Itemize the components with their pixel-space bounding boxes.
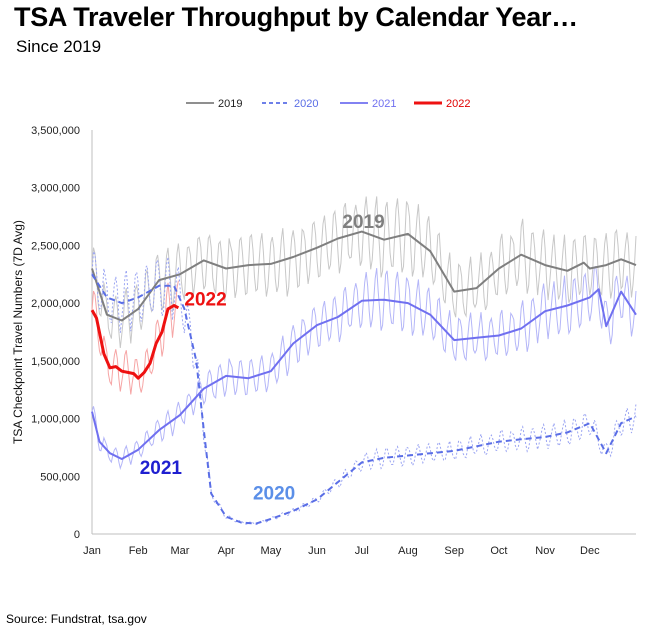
annotation-2022: 2022 <box>184 289 226 310</box>
series-daily-2020 <box>91 251 637 526</box>
x-tick-label: Oct <box>490 545 507 557</box>
source-note: Source: Fundstrat, tsa.gov <box>6 612 147 626</box>
x-tick-label: Aug <box>398 545 418 557</box>
series-daily-2019 <box>91 196 637 348</box>
series-line-2019 <box>91 230 637 322</box>
y-tick-label: 1,500,000 <box>31 356 80 368</box>
chart-title: TSA Traveler Throughput by Calendar Year… <box>14 2 578 32</box>
x-tick-label: May <box>260 545 281 557</box>
y-axis-title: TSA Checkpoint Travel Numbers (7D Avg) <box>11 220 25 444</box>
annotation-2019: 2019 <box>342 212 384 233</box>
series-daily-2022 <box>91 280 179 395</box>
y-tick-label: 2,000,000 <box>31 298 80 310</box>
x-tick-label: Sep <box>444 545 464 557</box>
series-daily-2021 <box>91 265 637 471</box>
y-tick-label: 2,500,000 <box>31 240 80 252</box>
legend-label-2020: 2020 <box>294 98 318 110</box>
series-line-2020 <box>91 273 637 525</box>
legend-label-2022: 2022 <box>446 98 470 110</box>
y-tick-label: 0 <box>74 529 80 541</box>
x-tick-label: Jun <box>308 545 326 557</box>
y-tick-label: 1,000,000 <box>31 414 80 426</box>
series-line-2022 <box>90 304 180 380</box>
chart-subtitle: Since 2019 <box>16 37 102 56</box>
series-line-2021 <box>91 288 637 460</box>
x-tick-label: Feb <box>129 545 148 557</box>
annotation-2020: 2020 <box>253 483 295 504</box>
y-tick-label: 500,000 <box>40 471 80 483</box>
x-tick-label: Jul <box>355 545 369 557</box>
chart: 0 500,000 1,000,000 1,500,000 2,000,000 2,500… <box>11 98 637 557</box>
x-tick-label: Jan <box>83 545 101 557</box>
legend-label-2021: 2021 <box>372 98 396 110</box>
legend-label-2019: 2019 <box>218 98 242 110</box>
y-tick-label: 3,500,000 <box>31 125 80 137</box>
annotation-2021: 2021 <box>140 458 183 479</box>
y-tick-label: 3,000,000 <box>31 183 80 195</box>
x-tick-label: Nov <box>535 545 555 557</box>
x-tick-label: Mar <box>170 545 189 557</box>
x-tick-label: Dec <box>580 545 600 557</box>
x-tick-label: Apr <box>218 545 235 557</box>
